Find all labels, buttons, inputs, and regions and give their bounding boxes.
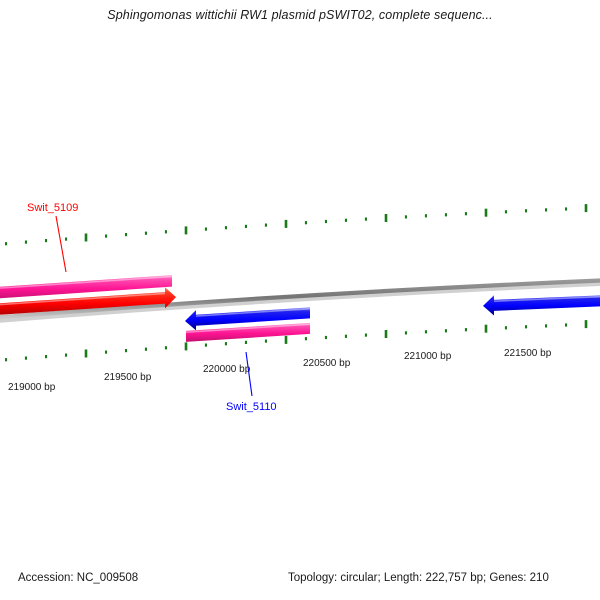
ruler-tick-major [84,349,88,358]
ruler-tick-major [384,214,388,222]
gene-bar-highlight [0,292,166,306]
ruler-tick-minor [444,329,447,333]
ruler-tick-minor [304,337,307,341]
ruler-tick-minor [525,209,528,213]
ruler-tick-minor [404,215,407,219]
gene-bar[interactable] [483,295,600,316]
ruler-tick-major [384,330,388,338]
ruler-tick-minor [45,355,48,359]
ruler-tick-major [484,324,488,333]
ruler-label: 221500 bp [504,348,552,359]
ruler-tick-minor [344,218,347,222]
gene-bar-swit5109-cds[interactable] [0,287,176,316]
gene-bar-swit5110-gene[interactable] [185,322,311,342]
ruler-label: 219000 bp [8,382,56,393]
ruler-tick-minor [404,331,407,335]
topology-status: Topology: circular; Length: 222,757 bp; … [288,572,549,584]
ruler-tick-minor [65,237,68,241]
label-leader-line [55,215,67,273]
label-leader-lines [55,215,253,397]
gene-bar[interactable] [185,307,310,331]
ruler-tick-minor [504,326,507,330]
ruler-tick-minor [105,350,108,354]
ruler-tick-minor [464,212,467,216]
ruler-tick-minor [525,325,528,329]
backbone-line [0,278,600,320]
ruler-tick-minor [565,207,568,211]
ruler-tick-major [184,226,188,235]
ruler-tick-minor [324,219,327,224]
gene-bar-highlight [185,323,311,334]
ruler-tick-minor [224,226,227,230]
gene-bar[interactable] [0,287,176,316]
ruler-tick-minor [164,346,167,350]
ruler-tick-minor [5,242,8,246]
page-title: Sphingomonas wittichii RW1 plasmid pSWIT… [107,8,493,22]
tick-row-lower [5,320,588,362]
ruler-tick-minor [424,214,427,218]
backbone-shadow [0,281,600,323]
ruler-tick-minor [364,217,367,221]
gene-bar[interactable] [0,275,172,300]
gene-bar[interactable] [186,322,310,342]
ruler-tick-minor [464,328,467,332]
ruler-tick-major [284,219,288,228]
ruler-tick-major [584,204,588,213]
ruler-tick-minor [5,358,8,362]
ruler-tick-major [284,335,288,344]
ruler-tick-minor [244,340,247,344]
label-leader-line [245,351,253,397]
ruler-label: 221000 bp [404,351,452,362]
ruler-tick-minor [24,240,27,244]
accession-status: Accession: NC_009508 [18,572,139,584]
ruler-tick-minor [105,234,108,238]
gene-bar-swit5110-cds[interactable] [185,307,311,331]
ruler-tick-minor [24,356,27,360]
ruler-tick-minor [344,334,347,338]
ruler-tick-minor [504,210,507,214]
gene-features[interactable] [0,275,600,342]
ruler-tick-minor [204,227,207,231]
gene-label-swit_5110[interactable]: Swit_5110 [226,401,277,413]
ruler-tick-minor [264,339,267,343]
ruler-tick-minor [164,230,167,234]
ruler-tick-major [584,320,588,329]
tick-row-upper [5,204,588,246]
ruler-label: 219500 bp [104,372,152,383]
gene-bar-right-cds[interactable] [483,295,600,316]
ruler-tick-minor [125,349,128,353]
ruler-tick-minor [444,213,447,217]
ruler-tick-minor [324,335,327,340]
ruler-tick-minor [125,233,128,237]
ruler-tick-minor [144,347,147,351]
gene-bar-highlight [195,307,311,317]
ruler-tick-minor [204,343,207,347]
ruler-label: 220000 bp [203,364,251,375]
ruler-tick-minor [65,353,68,357]
ruler-label: 220500 bp [303,358,351,369]
gene-bar-highlight [493,295,600,302]
gene-bar-swit5109-gene[interactable] [0,275,173,300]
ruler-tick-minor [244,224,247,228]
ruler-tick-minor [565,323,568,327]
ruler-tick-minor [424,330,427,334]
ruler-tick-major [84,233,88,242]
ruler-tick-minor [264,223,267,227]
ruler-tick-major [184,342,188,351]
ruler-tick-minor [304,221,307,225]
ruler-tick-minor [545,324,548,328]
ruler-tick-minor [224,342,227,346]
gene-bar-highlight [0,275,173,289]
ruler-tick-minor [545,208,548,212]
gene-label-swit_5109[interactable]: Swit_5109 [27,202,79,214]
sequence-backbone[interactable] [0,278,600,323]
ruler-tick-minor [45,239,48,243]
ruler-tick-major [484,208,488,217]
ruler-tick-minor [144,231,147,235]
ruler-tick-minor [364,333,367,337]
